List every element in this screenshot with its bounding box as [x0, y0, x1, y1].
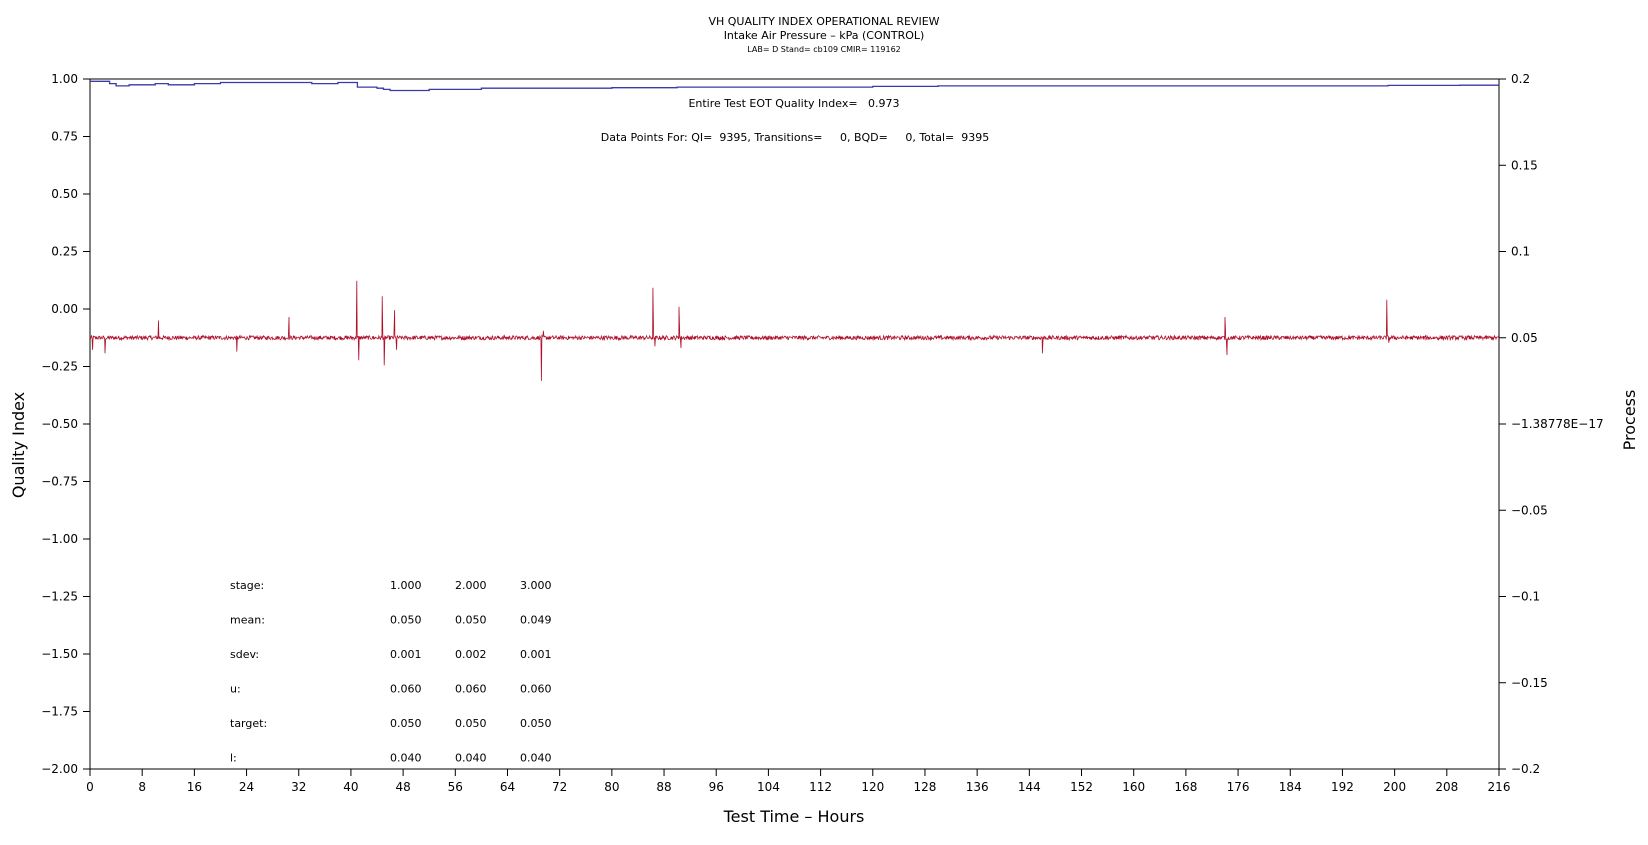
chart-titles: VH QUALITY INDEX OPERATIONAL REVIEW Inta…	[708, 15, 939, 54]
x-tick-label: 200	[1383, 780, 1406, 794]
stats-cell: 0.040	[455, 752, 487, 765]
stats-cell: 1.000	[390, 579, 422, 592]
y-tick-label: −1.00	[41, 532, 78, 546]
x-tick-label: 8	[138, 780, 146, 794]
x-tick-label: 16	[187, 780, 202, 794]
stats-row-label: u:	[230, 683, 241, 696]
x-tick-label: 176	[1227, 780, 1250, 794]
stats-cell: 0.050	[455, 614, 487, 627]
x-tick-label: 144	[1018, 780, 1041, 794]
process-series-line	[89, 280, 1500, 381]
stats-cell: 0.002	[455, 648, 487, 661]
y2-tick-label: 0.2	[1511, 72, 1530, 86]
y-tick-label: 0.75	[51, 130, 78, 144]
stats-cell: 0.001	[520, 648, 552, 661]
x-tick-label: 48	[395, 780, 410, 794]
y2-tick-label: −1.38778E−17	[1511, 417, 1604, 431]
y-tick-label: −0.25	[41, 360, 78, 374]
x-tick-label: 216	[1488, 780, 1511, 794]
stats-table: stage: 1.000 2.000 3.000 mean: 0.050 0.050 0.04…	[230, 579, 552, 765]
y-tick-label: 0.25	[51, 245, 78, 259]
chart-title: VH QUALITY INDEX OPERATIONAL REVIEW	[708, 15, 939, 28]
y-tick-label: 1.00	[51, 72, 78, 86]
y-axis-right: 0.2 0.15 0.1 0.05 −1.38778E−17 −0.05 −0.1 −0.15…	[1499, 72, 1604, 776]
stats-row-label: stage:	[230, 579, 264, 592]
stats-cell: 0.050	[455, 717, 487, 730]
y2-tick-label: 0.15	[1511, 158, 1538, 172]
x-tick-label: 120	[861, 780, 884, 794]
y-tick-label: −2.00	[41, 762, 78, 776]
stats-row-label: mean:	[230, 614, 265, 627]
x-tick-label: 104	[757, 780, 780, 794]
chart-subtitle: Intake Air Pressure – kPa (CONTROL)	[724, 29, 925, 42]
x-tick-label: 112	[809, 780, 832, 794]
stats-row-label: l:	[230, 752, 237, 765]
stats-cell: 0.040	[390, 752, 422, 765]
x-tick-label: 96	[709, 780, 724, 794]
stats-cell: 0.060	[390, 683, 422, 696]
y2-tick-label: −0.2	[1511, 762, 1540, 776]
stats-cell: 0.050	[520, 717, 552, 730]
x-tick-label: 56	[448, 780, 463, 794]
x-tick-label: 32	[291, 780, 306, 794]
stats-cell: 0.050	[390, 614, 422, 627]
y-tick-label: 0.00	[51, 302, 78, 316]
x-tick-label: 208	[1435, 780, 1458, 794]
stats-cell: 0.060	[520, 683, 552, 696]
x-tick-label: 40	[343, 780, 358, 794]
x-tick-label: 0	[86, 780, 94, 794]
y2-tick-label: 0.1	[1511, 245, 1530, 259]
stats-cell: 0.040	[520, 752, 552, 765]
y-axis-left: 1.00 0.75 0.50 0.25 0.00 −0.25 −0.50 −0.75 −1.00…	[41, 72, 90, 776]
y2-axis-label: Process	[1620, 390, 1639, 451]
y-tick-label: 0.50	[51, 187, 78, 201]
data-points-annotation: Data Points For: QI= 9395, Transitions= …	[601, 131, 989, 144]
y-tick-label: −0.50	[41, 417, 78, 431]
eot-quality-annotation: Entire Test EOT Quality Index= 0.973	[688, 97, 899, 110]
stats-cell: 2.000	[455, 579, 487, 592]
x-tick-label: 88	[656, 780, 671, 794]
x-tick-label: 184	[1279, 780, 1302, 794]
y-tick-label: −1.50	[41, 647, 78, 661]
x-tick-label: 72	[552, 780, 567, 794]
x-tick-label: 64	[500, 780, 515, 794]
x-tick-label: 152	[1070, 780, 1093, 794]
series-layer	[89, 80, 1500, 381]
y-axis-label: Quality Index	[9, 392, 28, 498]
y2-tick-label: −0.1	[1511, 590, 1540, 604]
x-tick-label: 136	[966, 780, 989, 794]
x-tick-label: 80	[604, 780, 619, 794]
stats-row-label: sdev:	[230, 648, 259, 661]
plot-frame	[89, 78, 1500, 770]
stats-cell: 0.049	[520, 614, 552, 627]
y-tick-label: −1.75	[41, 705, 78, 719]
y-tick-label: −1.25	[41, 590, 78, 604]
chart-run-info: LAB= D Stand= cb109 CMIR= 119162	[747, 45, 901, 54]
x-axis-label: Test Time – Hours	[723, 807, 865, 826]
quality-index-series-line	[90, 80, 1499, 92]
stats-row-label: target:	[230, 717, 267, 730]
y2-tick-label: 0.05	[1511, 331, 1538, 345]
stats-cell: 0.060	[455, 683, 487, 696]
x-tick-label: 160	[1122, 780, 1145, 794]
stats-cell: 3.000	[520, 579, 552, 592]
x-tick-label: 168	[1174, 780, 1197, 794]
x-tick-label: 128	[914, 780, 937, 794]
y-tick-label: −0.75	[41, 475, 78, 489]
x-tick-label: 192	[1331, 780, 1354, 794]
y2-tick-label: −0.05	[1511, 503, 1548, 517]
stats-cell: 0.001	[390, 648, 422, 661]
stats-cell: 0.050	[390, 717, 422, 730]
annotations: Entire Test EOT Quality Index= 0.973 Dat…	[601, 97, 989, 144]
y2-tick-label: −0.15	[1511, 676, 1548, 690]
x-axis: 0 8 16 24 32 40 48 56 64 72 80 88 96 104 112 120 128 136 1…	[86, 769, 1510, 794]
x-tick-label: 24	[239, 780, 254, 794]
